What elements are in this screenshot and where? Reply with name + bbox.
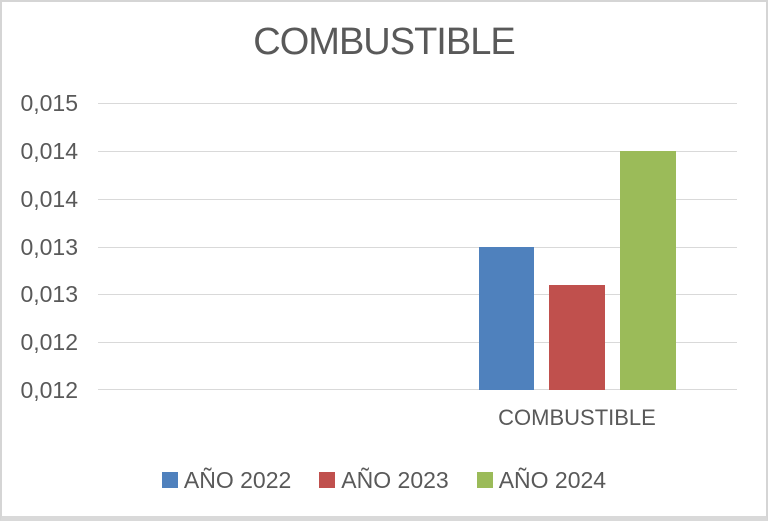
gridline (98, 198, 737, 200)
legend-label: AÑO 2022 (183, 467, 292, 493)
bar-ano-2022 (479, 246, 534, 390)
gridline (98, 389, 737, 390)
legend-item-ano-2024: AÑO 2024 (476, 467, 607, 493)
gridline (98, 103, 737, 104)
gridline (98, 294, 737, 296)
plot-area: COMBUSTIBLE (98, 103, 737, 430)
bar-ano-2023 (549, 284, 605, 390)
y-axis-tick-label: 0,014 (20, 137, 78, 164)
legend-swatch-icon (161, 472, 178, 488)
y-axis-tick-label: 0,012 (20, 329, 78, 356)
chart-title: COMBUSTIBLE (253, 21, 515, 63)
bar-ano-2024 (620, 150, 676, 390)
x-axis-category-label: COMBUSTIBLE (498, 405, 656, 430)
legend-label: AÑO 2023 (341, 467, 449, 493)
y-axis-tick-label: 0,013 (20, 281, 78, 308)
legend-swatch-icon (319, 472, 336, 488)
legend-item-ano-2022: AÑO 2022 (161, 467, 292, 493)
legend: AÑO 2022 AÑO 2023 AÑO 2024 (2, 467, 766, 493)
legend-item-ano-2023: AÑO 2023 (319, 467, 449, 493)
bar-group (479, 103, 676, 390)
y-axis-tick-label: 0,013 (20, 233, 78, 260)
y-axis-tick-label: 0,015 (20, 90, 78, 116)
y-axis-tick-label: 0,014 (20, 185, 78, 212)
legend-label: AÑO 2024 (498, 467, 607, 493)
y-axis-tick-label: 0,012 (20, 377, 78, 403)
gridline (98, 150, 737, 152)
gridline (98, 246, 737, 248)
y-axis: 0,015 0,014 0,014 0,013 0,013 0,012 0,01… (2, 2, 78, 516)
gridline (98, 342, 737, 344)
legend-swatch-icon (476, 472, 493, 488)
